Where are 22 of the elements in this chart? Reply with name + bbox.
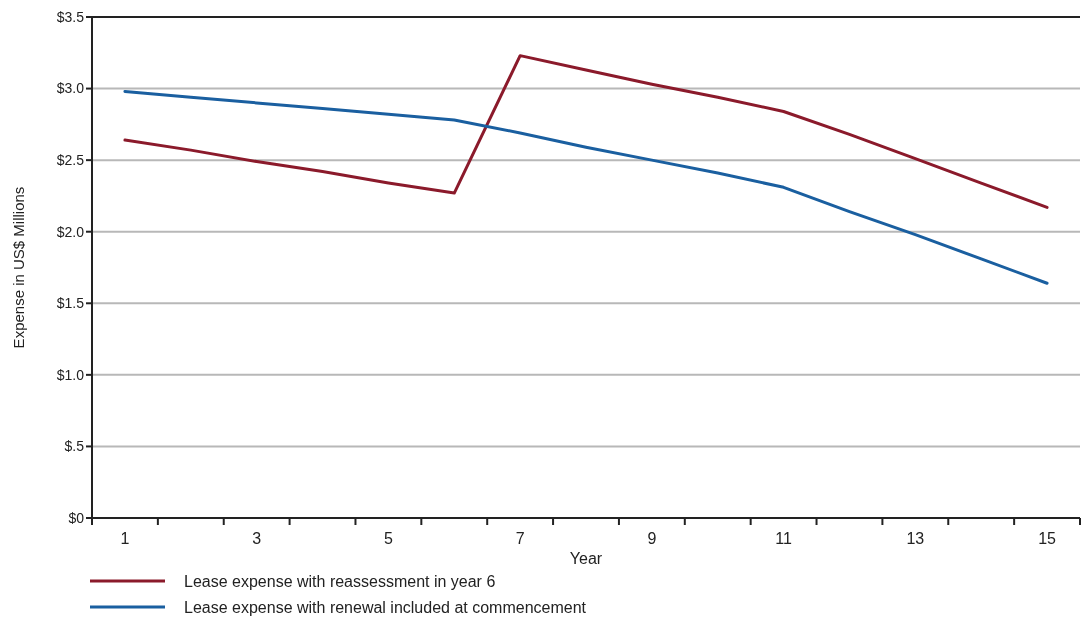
x-tick-label: 11 bbox=[775, 530, 793, 547]
x-tick-label: 5 bbox=[383, 530, 393, 547]
y-tick-label: $2.5 bbox=[56, 152, 85, 169]
x-tick-label: 15 bbox=[1038, 530, 1057, 547]
y-axis-title: Expense in US$ Millions bbox=[10, 186, 27, 349]
y-tick-label: $.5 bbox=[64, 438, 85, 455]
x-tick-label: 3 bbox=[252, 530, 262, 547]
x-tick-label: 7 bbox=[515, 530, 525, 547]
x-tick-label: 13 bbox=[906, 530, 925, 547]
y-tick-label: $1.5 bbox=[56, 295, 85, 312]
y-tick-label: $3.0 bbox=[56, 80, 85, 97]
legend-label: Lease expense with renewal included at commencement bbox=[184, 598, 587, 616]
line-series bbox=[123, 89, 1049, 285]
line-series bbox=[123, 54, 1049, 209]
x-tick-label: 9 bbox=[647, 530, 657, 547]
y-tick-label: $2.0 bbox=[56, 223, 85, 240]
x-tick-label: 1 bbox=[120, 530, 130, 547]
y-tick-label: $3.5 bbox=[56, 8, 85, 25]
y-tick-label: $0 bbox=[68, 509, 85, 526]
x-axis-title: Year bbox=[569, 550, 603, 567]
y-tick-label: $1.0 bbox=[56, 366, 85, 383]
legend-label: Lease expense with reassessment in year 6 bbox=[184, 572, 496, 590]
